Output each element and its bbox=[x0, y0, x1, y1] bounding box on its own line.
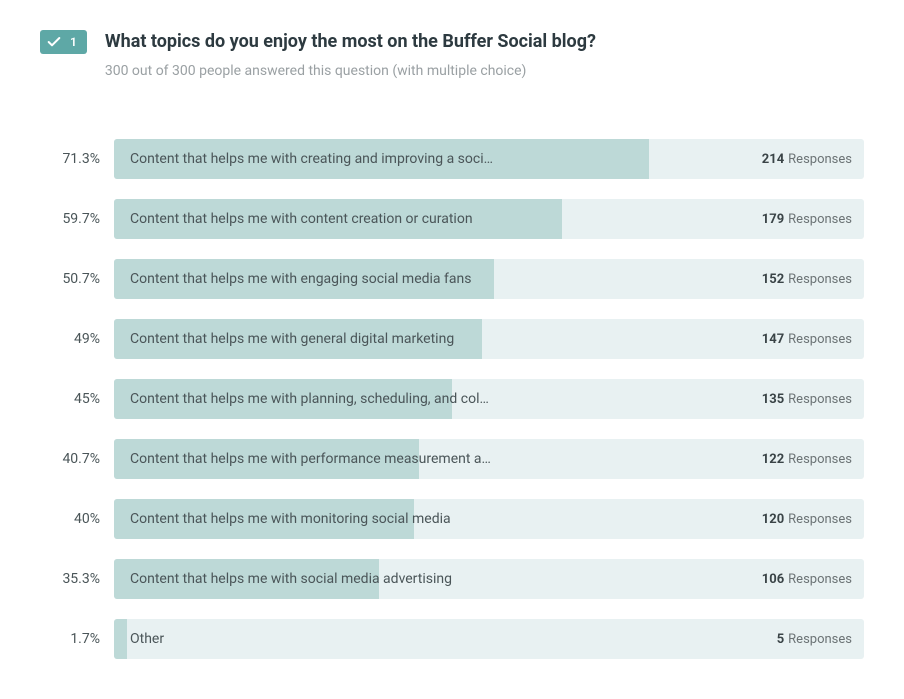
result-label: Content that helps me with general digit… bbox=[130, 319, 734, 359]
result-label: Content that helps me with social media … bbox=[130, 559, 734, 599]
result-responses: 120 Responses bbox=[762, 499, 852, 539]
result-percent: 50.7% bbox=[40, 271, 100, 287]
result-row: 40% Content that helps me with monitoring… bbox=[40, 499, 864, 539]
result-responses: 179 Responses bbox=[762, 199, 852, 239]
responses-label: Responses bbox=[788, 212, 852, 227]
responses-label: Responses bbox=[788, 152, 852, 167]
result-label: Content that helps me with content creat… bbox=[130, 199, 734, 239]
result-label: Content that helps me with planning, sch… bbox=[130, 379, 734, 419]
result-responses: 5 Responses bbox=[777, 619, 852, 659]
question-badge: 1 bbox=[40, 30, 87, 54]
result-bar: Content that helps me with content creat… bbox=[114, 199, 864, 239]
result-bar: Content that helps me with monitoring so… bbox=[114, 499, 864, 539]
result-percent: 1.7% bbox=[40, 631, 100, 647]
response-count: 179 bbox=[762, 212, 784, 227]
response-count: 135 bbox=[762, 392, 784, 407]
responses-label: Responses bbox=[788, 332, 852, 347]
result-row: 45% Content that helps me with planning, … bbox=[40, 379, 864, 419]
bar-fill bbox=[114, 619, 127, 659]
result-bar: Content that helps me with general digit… bbox=[114, 319, 864, 359]
response-count: 147 bbox=[762, 332, 784, 347]
result-label: Content that helps me with performance m… bbox=[130, 439, 734, 479]
result-label: Content that helps me with monitoring so… bbox=[130, 499, 734, 539]
result-label: Content that helps me with engaging soci… bbox=[130, 259, 734, 299]
response-count: 122 bbox=[762, 452, 784, 467]
result-bar: Content that helps me with performance m… bbox=[114, 439, 864, 479]
results-chart: 71.3% Content that helps me with creating… bbox=[40, 139, 864, 659]
result-bar: Content that helps me with engaging soci… bbox=[114, 259, 864, 299]
result-percent: 40% bbox=[40, 511, 100, 527]
responses-label: Responses bbox=[788, 512, 852, 527]
result-responses: 152 Responses bbox=[762, 259, 852, 299]
result-row: 40.7% Content that helps me with performa… bbox=[40, 439, 864, 479]
question-title: What topics do you enjoy the most on the… bbox=[105, 30, 864, 53]
result-responses: 106 Responses bbox=[762, 559, 852, 599]
check-icon bbox=[46, 34, 62, 50]
response-count: 152 bbox=[762, 272, 784, 287]
result-label: Content that helps me with creating and … bbox=[130, 139, 734, 179]
question-title-block: What topics do you enjoy the most on the… bbox=[105, 30, 864, 79]
result-row: 71.3% Content that helps me with creating… bbox=[40, 139, 864, 179]
result-responses: 135 Responses bbox=[762, 379, 852, 419]
result-row: 59.7% Content that helps me with content … bbox=[40, 199, 864, 239]
result-bar: Other 5 Responses bbox=[114, 619, 864, 659]
result-label: Other bbox=[130, 619, 734, 659]
result-bar: Content that helps me with social media … bbox=[114, 559, 864, 599]
responses-label: Responses bbox=[788, 632, 852, 647]
response-count: 106 bbox=[762, 572, 784, 587]
responses-label: Responses bbox=[788, 452, 852, 467]
result-percent: 71.3% bbox=[40, 151, 100, 167]
question-subtitle: 300 out of 300 people answered this ques… bbox=[105, 63, 864, 79]
result-responses: 214 Responses bbox=[762, 139, 852, 179]
response-count: 120 bbox=[762, 512, 784, 527]
result-percent: 45% bbox=[40, 391, 100, 407]
result-bar: Content that helps me with creating and … bbox=[114, 139, 864, 179]
result-responses: 122 Responses bbox=[762, 439, 852, 479]
question-number: 1 bbox=[70, 35, 77, 49]
result-percent: 40.7% bbox=[40, 451, 100, 467]
result-row: 35.3% Content that helps me with social m… bbox=[40, 559, 864, 599]
result-row: 1.7% Other 5 Responses bbox=[40, 619, 864, 659]
responses-label: Responses bbox=[788, 572, 852, 587]
result-responses: 147 Responses bbox=[762, 319, 852, 359]
responses-label: Responses bbox=[788, 392, 852, 407]
question-header: 1 What topics do you enjoy the most on t… bbox=[40, 30, 864, 79]
responses-label: Responses bbox=[788, 272, 852, 287]
result-bar: Content that helps me with planning, sch… bbox=[114, 379, 864, 419]
result-percent: 49% bbox=[40, 331, 100, 347]
result-row: 49% Content that helps me with general di… bbox=[40, 319, 864, 359]
response-count: 5 bbox=[777, 632, 784, 647]
result-percent: 59.7% bbox=[40, 211, 100, 227]
result-percent: 35.3% bbox=[40, 571, 100, 587]
result-row: 50.7% Content that helps me with engaging… bbox=[40, 259, 864, 299]
response-count: 214 bbox=[762, 152, 784, 167]
